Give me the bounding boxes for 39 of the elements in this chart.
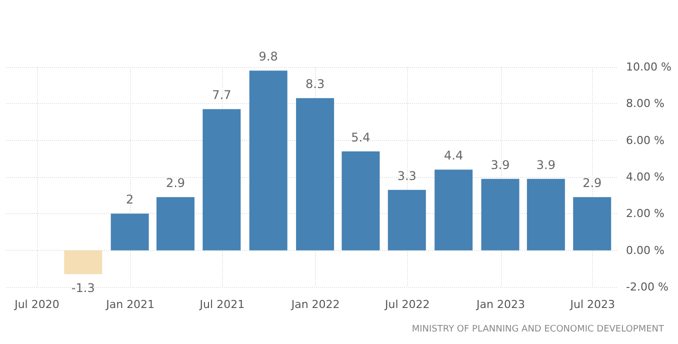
x-tick-label: Jul 2020 — [14, 298, 60, 311]
data-label: 4.4 — [444, 148, 464, 163]
y-tick-label: 6.00 % — [626, 134, 664, 147]
x-tick-label: Jan 2021 — [105, 298, 155, 311]
bar — [526, 178, 565, 250]
data-label: 3.9 — [536, 158, 556, 172]
data-label: 3.3 — [397, 168, 416, 183]
text: MINISTRY OF PLANNING AND ECONOMIC DEVELOPMENT — [412, 324, 664, 334]
x-tick-label: Jul 2021 — [198, 298, 245, 311]
y-tick-label: 0.00 % — [626, 244, 664, 257]
data-label: 9.8 — [258, 50, 278, 64]
bar — [388, 190, 426, 250]
bar — [202, 109, 241, 250]
data-label: 2.9 — [582, 176, 602, 190]
data-label: 3.9 — [490, 158, 510, 172]
x-tick-label: Jul 2023 — [569, 298, 616, 311]
data-label: 8.3 — [306, 77, 325, 92]
y-tick-label: -2.00 % — [626, 280, 668, 294]
bar — [481, 178, 520, 250]
data-label: -1.3 — [71, 281, 95, 296]
data-label: 5.4 — [351, 130, 370, 144]
x-tick-label: Jan 2023 — [476, 298, 526, 311]
bar — [110, 214, 149, 250]
data-label: 7.7 — [212, 88, 232, 102]
y-tick-label: 10.00 % — [626, 60, 672, 74]
bar — [64, 250, 102, 274]
bar — [156, 197, 194, 250]
x-tick-label: Jul 2022 — [384, 298, 430, 311]
y-tick-label: 4.00 % — [626, 170, 664, 184]
data-label: 2 — [126, 192, 134, 207]
bar — [434, 170, 473, 250]
bar — [296, 98, 334, 250]
y-tick-label: 2.00 % — [626, 207, 664, 220]
bar — [342, 151, 380, 250]
bar — [249, 70, 288, 250]
bar — [573, 197, 612, 250]
data-label: 2.9 — [166, 176, 186, 190]
y-tick-label: 8.00 % — [626, 97, 664, 110]
x-tick-label: Jan 2022 — [290, 298, 340, 311]
